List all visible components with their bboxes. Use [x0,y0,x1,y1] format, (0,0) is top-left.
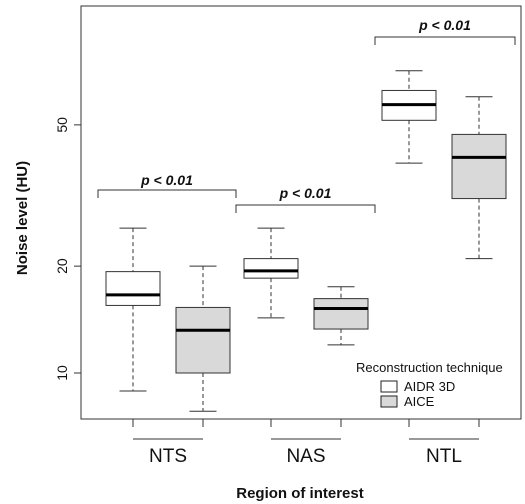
significance-bracket-line-1 [97,189,237,198]
box-aice-nas [313,286,369,346]
box-aidr-3d-nts-iqr [105,271,161,306]
significance-bracket-1: p < 0.01 [97,172,237,198]
significance-brackets: p < 0.01 p < 0.01 p < 0.01 [97,17,516,213]
significance-label-1: p < 0.01 [140,172,193,188]
plot-frame [80,5,522,420]
box-aice-nas-iqr [313,298,369,330]
y-axis-label: Noise level (HU) [14,161,31,275]
significance-label-3: p < 0.01 [418,17,471,33]
legend-swatch-aice [380,395,398,408]
significance-bracket-line-2 [235,204,376,213]
legend-swatch-aidr3d [380,380,398,393]
x-axis-label: Region of interest [236,485,364,502]
box-aidr-3d-nas [243,227,299,319]
box-aice-nts-iqr [175,306,231,374]
legend-label-aidr3d: AIDR 3D [404,379,455,394]
legend: Reconstruction technique AIDR 3D AICE [356,360,503,409]
box-aice-ntl [451,96,507,260]
legend-label-aice: AICE [404,394,435,409]
box-aidr-3d-ntl [381,70,437,164]
y-tick-label-10: 10 [54,365,70,381]
x-category-label-nas: NAS [286,446,325,467]
x-axis: NTS NAS NTL [132,419,480,467]
y-tick-label-20: 20 [54,258,70,274]
significance-bracket-3: p < 0.01 [374,17,516,45]
x-category-label-nts: NTS [149,446,187,467]
legend-title: Reconstruction technique [356,360,503,375]
significance-label-2: p < 0.01 [279,185,332,201]
y-tick-label-50: 50 [54,117,70,133]
box-aidr-3d-nts [105,227,161,392]
box-aidr-3d-nas-iqr [243,258,299,279]
x-category-label-ntl: NTL [426,446,462,467]
significance-bracket-line-3 [374,36,516,45]
significance-bracket-2: p < 0.01 [235,185,376,213]
box-aice-ntl-iqr [451,133,507,200]
box-series [105,70,507,412]
box-aice-nts [175,265,231,412]
y-axis: 10 20 50 [54,117,82,381]
